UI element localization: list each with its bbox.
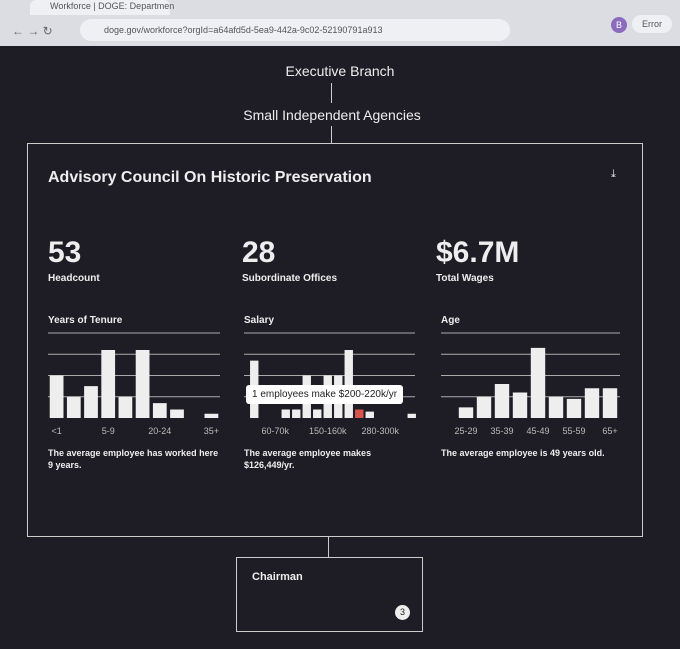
stat-value: $6.7M bbox=[436, 236, 520, 269]
connector bbox=[331, 83, 332, 103]
bar bbox=[584, 388, 600, 418]
x-tick-label: 35-39 bbox=[490, 426, 513, 436]
bar bbox=[365, 411, 374, 418]
url[interactable]: doge.gov/workforce?orgId=a64afd5d-5ea9-4… bbox=[104, 25, 383, 35]
connector bbox=[331, 126, 332, 143]
bar bbox=[101, 350, 116, 418]
bar bbox=[170, 409, 184, 418]
tooltip: 1 employees make $200-220k/yr bbox=[246, 385, 404, 404]
count-badge: 3 bbox=[395, 605, 410, 620]
bar bbox=[281, 409, 290, 418]
stat-label: Subordinate Offices bbox=[242, 273, 338, 284]
chart-caption: The average employee is 49 years old. bbox=[441, 448, 605, 458]
status[interactable]: Error bbox=[632, 15, 672, 33]
x-tick-label: 150-160k bbox=[309, 426, 347, 436]
profile[interactable]: B bbox=[611, 17, 627, 33]
stat-label: Total Wages bbox=[436, 273, 494, 284]
bar bbox=[476, 396, 492, 418]
tab[interactable] bbox=[30, 0, 170, 15]
stat-value: 53 bbox=[48, 236, 82, 269]
chart-title: Years of Tenure bbox=[48, 315, 123, 326]
card-title: Advisory Council On Historic Preservatio… bbox=[48, 169, 372, 186]
bar bbox=[49, 375, 64, 418]
download-button[interactable]: ⤓ bbox=[611, 168, 616, 180]
bar bbox=[566, 398, 582, 418]
address-bar[interactable] bbox=[80, 19, 510, 41]
bar bbox=[458, 407, 474, 418]
card bbox=[27, 143, 643, 537]
bar bbox=[407, 413, 416, 418]
bar bbox=[84, 386, 98, 418]
x-tick-label: 25-29 bbox=[454, 426, 477, 436]
bar bbox=[530, 347, 546, 418]
x-tick-label: 5-9 bbox=[102, 426, 115, 436]
tab-title[interactable]: Workforce | DOGE: Departmen bbox=[50, 1, 175, 11]
chart-caption: The average employee has worked here 9 y… bbox=[48, 448, 219, 470]
bar bbox=[204, 413, 219, 418]
bar bbox=[313, 409, 322, 418]
x-tick-label: <1 bbox=[51, 426, 61, 436]
chart-caption: The average employee makes $126,449/yr. bbox=[244, 448, 372, 470]
bar bbox=[152, 403, 167, 418]
bar bbox=[66, 396, 81, 418]
browser-chrome: Workforce | DOGE: Departmen ← → ↻ doge.g… bbox=[0, 0, 680, 46]
bar bbox=[512, 392, 528, 418]
nav-buttons[interactable]: ← → ↻ bbox=[12, 24, 53, 38]
bar bbox=[494, 384, 510, 418]
x-tick-label: 280-300k bbox=[361, 426, 399, 436]
stat-label: Headcount bbox=[48, 273, 100, 284]
connector bbox=[328, 536, 329, 557]
child-card[interactable] bbox=[236, 557, 423, 632]
bar bbox=[548, 396, 564, 418]
bar bbox=[355, 409, 364, 418]
x-tick-label: 55-59 bbox=[562, 426, 585, 436]
org-level[interactable]: Executive Branch bbox=[285, 63, 395, 79]
bar bbox=[135, 350, 150, 418]
bar bbox=[602, 388, 618, 418]
bar bbox=[118, 396, 133, 418]
x-tick-label: 65+ bbox=[602, 426, 617, 436]
bar bbox=[344, 350, 353, 418]
x-tick-label: 60-70k bbox=[261, 426, 289, 436]
chart-title: Age bbox=[441, 315, 460, 326]
bar bbox=[292, 409, 301, 418]
org-level[interactable]: Small Independent Agencies bbox=[243, 107, 421, 123]
stat-value: 28 bbox=[242, 236, 276, 269]
x-tick-label: 45-49 bbox=[526, 426, 549, 436]
x-tick-label: 20-24 bbox=[148, 426, 171, 436]
chart-title: Salary bbox=[244, 315, 275, 326]
child-title[interactable]: Chairman bbox=[252, 571, 303, 583]
x-tick-label: 35+ bbox=[204, 426, 219, 436]
